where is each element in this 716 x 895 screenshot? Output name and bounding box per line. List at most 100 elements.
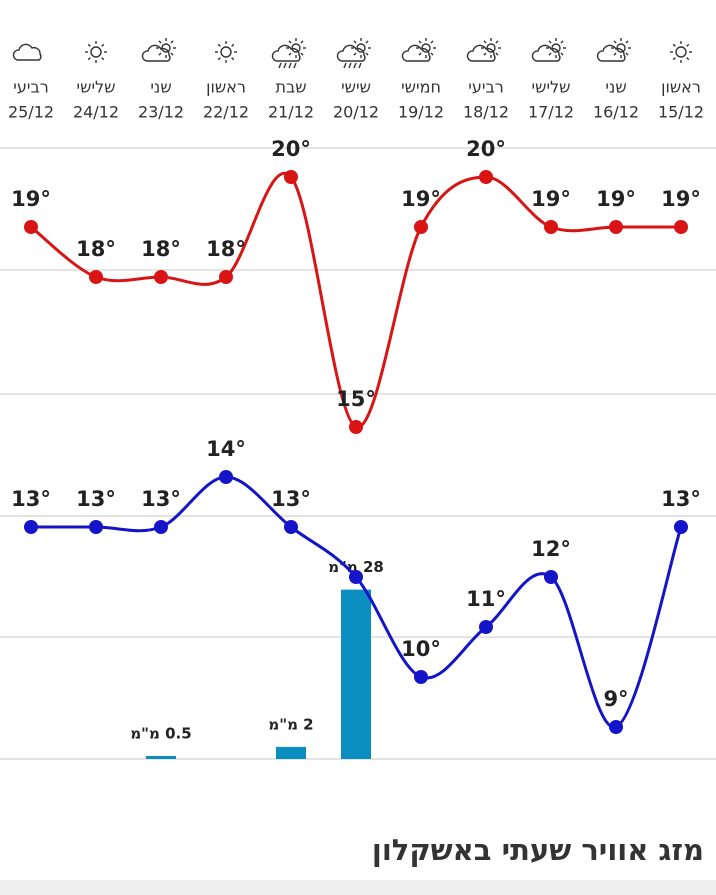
temp-point <box>219 270 233 284</box>
date: 20/12 <box>333 103 379 122</box>
temp-label: 18° <box>206 237 246 261</box>
temp-label: 11° <box>466 587 506 611</box>
rain-bar <box>341 589 371 759</box>
temp-label: 20° <box>271 137 311 161</box>
temp-point <box>24 220 38 234</box>
icon-sun <box>616 43 626 53</box>
icon-cloud <box>336 44 366 62</box>
temp-point <box>414 670 428 684</box>
weather-icon <box>531 38 566 62</box>
icon-ray <box>686 57 690 61</box>
icon-sun <box>90 46 102 58</box>
icon-ray <box>101 43 105 47</box>
icon-ray <box>560 40 564 44</box>
icon-ray <box>483 52 487 56</box>
icon-ray <box>548 40 552 44</box>
icon-ray <box>672 57 676 61</box>
day-name: רביעי <box>13 78 48 97</box>
day-name: רביעי <box>468 78 503 97</box>
icon-ray <box>430 40 434 44</box>
chart-title: מזג אוויר שעתי באשקלון <box>372 833 704 867</box>
temp-label: 19° <box>11 187 51 211</box>
icon-ray <box>613 40 617 44</box>
temp-point <box>154 520 168 534</box>
rain-bar <box>276 746 306 759</box>
temp-label: 19° <box>596 187 636 211</box>
icon-ray <box>217 43 221 47</box>
icon-ray <box>231 57 235 61</box>
icon-ray <box>365 40 369 44</box>
icon-drop <box>353 62 357 69</box>
icon-ray <box>483 40 487 44</box>
temp-label: 13° <box>76 487 116 511</box>
date: 24/12 <box>73 103 119 122</box>
weather-icon <box>466 38 501 62</box>
temp-point <box>544 570 558 584</box>
rain-label: 0.5 מ"מ <box>130 724 191 742</box>
temp-label: 20° <box>466 137 506 161</box>
date: 23/12 <box>138 103 184 122</box>
icon-drop <box>358 62 362 69</box>
icon-sun <box>486 43 496 53</box>
date: 18/12 <box>463 103 509 122</box>
icon-cloud <box>531 44 561 62</box>
day-name: ראשון <box>661 78 701 97</box>
icon-drop <box>293 62 297 69</box>
icon-ray <box>418 40 422 44</box>
temp-label: 19° <box>401 187 441 211</box>
temp-point <box>609 720 623 734</box>
temp-label: 10° <box>401 637 441 661</box>
date: 17/12 <box>528 103 574 122</box>
temp-point <box>674 220 688 234</box>
date: 21/12 <box>268 103 314 122</box>
icon-ray <box>418 52 422 56</box>
icon-cloud <box>12 43 42 61</box>
temp-label: 13° <box>271 487 311 511</box>
icon-ray <box>217 57 221 61</box>
icon-sun <box>220 46 232 58</box>
weather-icon <box>271 38 306 69</box>
icon-drop <box>348 62 352 69</box>
temp-label: 15° <box>336 387 376 411</box>
icon-sun <box>291 43 301 53</box>
temp-point <box>414 220 428 234</box>
temp-point <box>284 520 298 534</box>
temp-label: 12° <box>531 537 571 561</box>
temp-point <box>674 520 688 534</box>
icon-ray <box>170 52 174 56</box>
icon-ray <box>300 52 304 56</box>
date: 15/12 <box>658 103 704 122</box>
day-name: שני <box>150 78 171 97</box>
icon-ray <box>686 43 690 47</box>
temp-point <box>24 520 38 534</box>
date: 19/12 <box>398 103 444 122</box>
icon-sun <box>161 43 171 53</box>
date: 25/12 <box>8 103 54 122</box>
temp-label: 19° <box>661 187 701 211</box>
icon-ray <box>353 40 357 44</box>
icon-sun <box>551 43 561 53</box>
icon-ray <box>430 52 434 56</box>
icon-ray <box>288 52 292 56</box>
temp-label: 18° <box>76 237 116 261</box>
temp-point <box>609 220 623 234</box>
icon-cloud <box>271 44 301 62</box>
temp-label: 13° <box>141 487 181 511</box>
icon-ray <box>495 40 499 44</box>
icon-sun <box>675 46 687 58</box>
icon-cloud <box>466 44 496 62</box>
weather-icon <box>596 38 631 62</box>
icon-drop <box>283 62 287 69</box>
icon-cloud <box>141 44 171 62</box>
rain-bar <box>146 755 176 759</box>
date: 22/12 <box>203 103 249 122</box>
icon-sun <box>421 43 431 53</box>
icon-ray <box>158 40 162 44</box>
rain-label: 2 מ"מ <box>268 715 313 733</box>
icon-drop <box>343 62 347 69</box>
icon-ray <box>288 40 292 44</box>
temp-label: 18° <box>141 237 181 261</box>
icon-drop <box>288 62 292 69</box>
temp-label: 19° <box>531 187 571 211</box>
